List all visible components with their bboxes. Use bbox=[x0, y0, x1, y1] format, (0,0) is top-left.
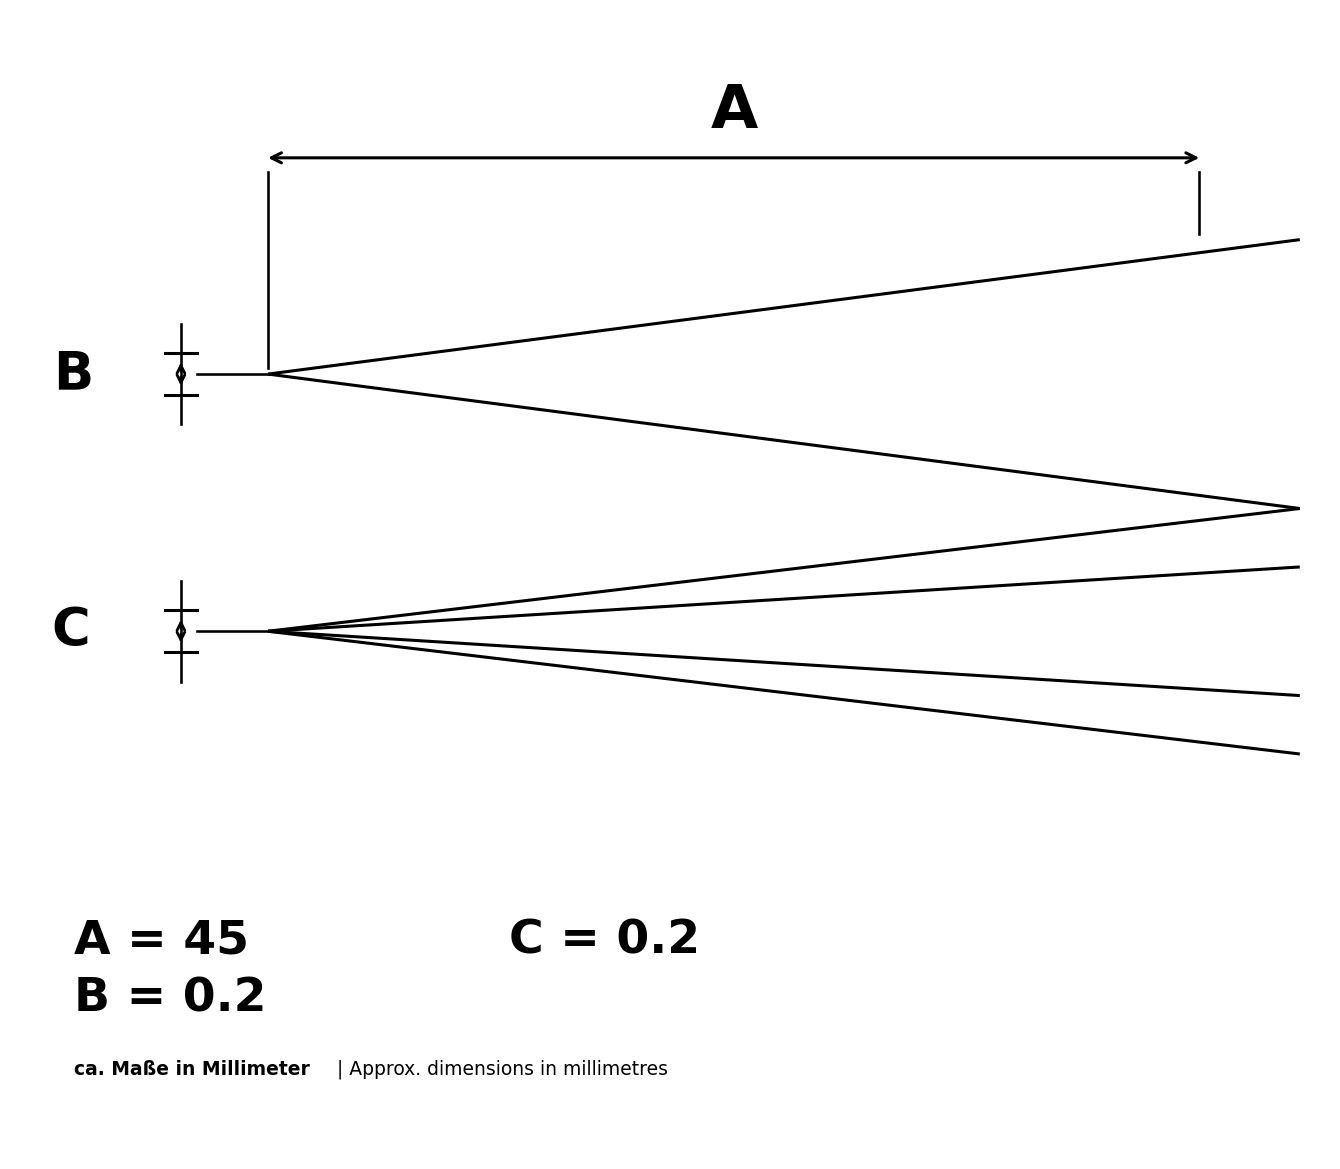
Text: A: A bbox=[710, 82, 758, 140]
Text: ca. Maße in Millimeter: ca. Maße in Millimeter bbox=[74, 1060, 310, 1079]
Text: B = 0.2: B = 0.2 bbox=[74, 977, 267, 1022]
Text: A = 45: A = 45 bbox=[74, 919, 249, 963]
Text: | Approx. dimensions in millimetres: | Approx. dimensions in millimetres bbox=[331, 1060, 667, 1079]
Text: C = 0.2: C = 0.2 bbox=[509, 919, 701, 963]
Text: C: C bbox=[52, 606, 90, 657]
Text: B: B bbox=[54, 348, 94, 400]
